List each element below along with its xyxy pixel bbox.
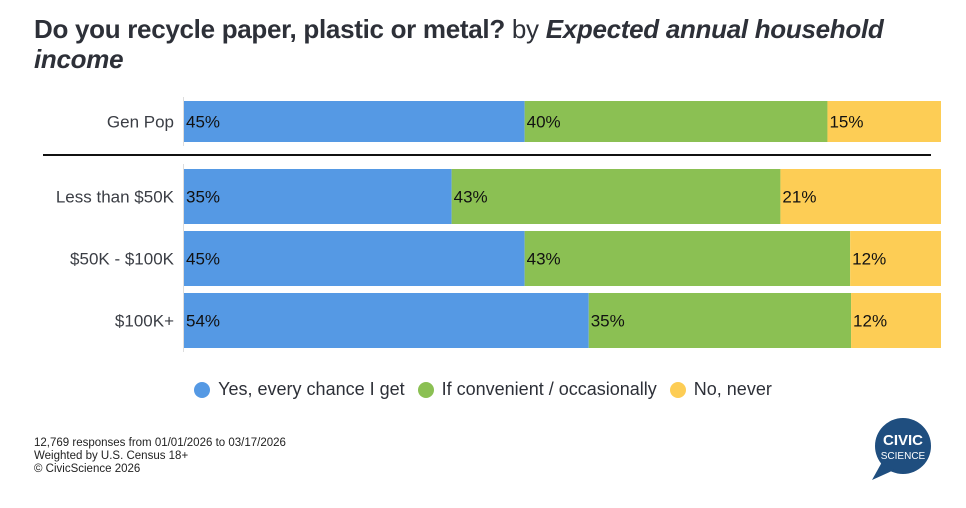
bar-segment	[184, 293, 589, 348]
data-label: 43%	[454, 188, 488, 207]
legend-item-yes[interactable]: Yes, every chance I get	[194, 379, 405, 400]
logo-bubble-tail	[872, 462, 894, 480]
category-label: $50K - $100K	[70, 250, 175, 269]
data-label: 45%	[186, 250, 220, 269]
bar-segment	[851, 293, 941, 348]
data-label: 40%	[527, 113, 561, 132]
footer-responses: 12,769 responses from 01/01/2026 to 03/1…	[34, 437, 286, 449]
data-label: 35%	[186, 188, 220, 207]
bar-segment	[524, 101, 828, 142]
legend-label-never: No, never	[693, 379, 772, 399]
data-label: 15%	[829, 113, 863, 132]
legend-dot-never-icon	[669, 381, 686, 398]
logo-text-science: SCIENCE	[881, 451, 926, 462]
legend-label-convenient: If convenient / occasionally	[441, 379, 657, 399]
civicscience-logo: CIVIC SCIENCE	[872, 418, 931, 480]
bar-segment	[524, 231, 851, 286]
data-label: 12%	[853, 312, 887, 331]
legend-item-never[interactable]: No, never	[669, 379, 772, 400]
data-label: 35%	[591, 312, 625, 331]
title-by: by	[511, 14, 539, 44]
data-label: 43%	[527, 250, 561, 269]
footer-weighting: Weighted by U.S. Census 18+	[34, 450, 189, 462]
chart-title: Do you recycle paper, plastic or metal? …	[34, 14, 934, 74]
bar-segment	[451, 169, 781, 224]
legend-label-yes: Yes, every chance I get	[218, 379, 405, 399]
title-dimension: Expected annual household income	[34, 14, 884, 74]
bar-segment	[184, 231, 525, 286]
logo-text-civic: CIVIC	[883, 432, 923, 449]
data-label: 21%	[782, 188, 816, 207]
bar-segment	[850, 231, 941, 286]
bar-segment	[780, 169, 941, 224]
bar-segment	[184, 169, 452, 224]
data-label: 54%	[186, 312, 220, 331]
data-label: 45%	[186, 113, 220, 132]
category-label: $100K+	[115, 312, 174, 331]
category-label: Gen Pop	[107, 113, 174, 132]
legend: Yes, every chance I get If convenient / …	[0, 379, 966, 403]
footer-notes: 12,769 responses from 01/01/2026 to 03/1…	[34, 437, 286, 476]
footer-copyright: © CivicScience 2026	[34, 463, 141, 475]
title-question: Do you recycle paper, plastic or metal?	[34, 14, 505, 44]
legend-item-convenient[interactable]: If convenient / occasionally	[417, 379, 657, 400]
bar-segment	[588, 293, 852, 348]
legend-dot-yes-icon	[194, 381, 211, 398]
logo-bubble	[875, 418, 931, 474]
bar-segment	[184, 101, 525, 142]
stacked-bar-chart: Gen Pop 45% 40% 15% Less than $50K 35% 43% 21% $…	[43, 97, 941, 352]
category-label: Less than $50K	[56, 188, 175, 207]
bar-segment	[827, 101, 941, 142]
legend-dot-convenient-icon	[417, 381, 434, 398]
data-label: 12%	[852, 250, 886, 269]
